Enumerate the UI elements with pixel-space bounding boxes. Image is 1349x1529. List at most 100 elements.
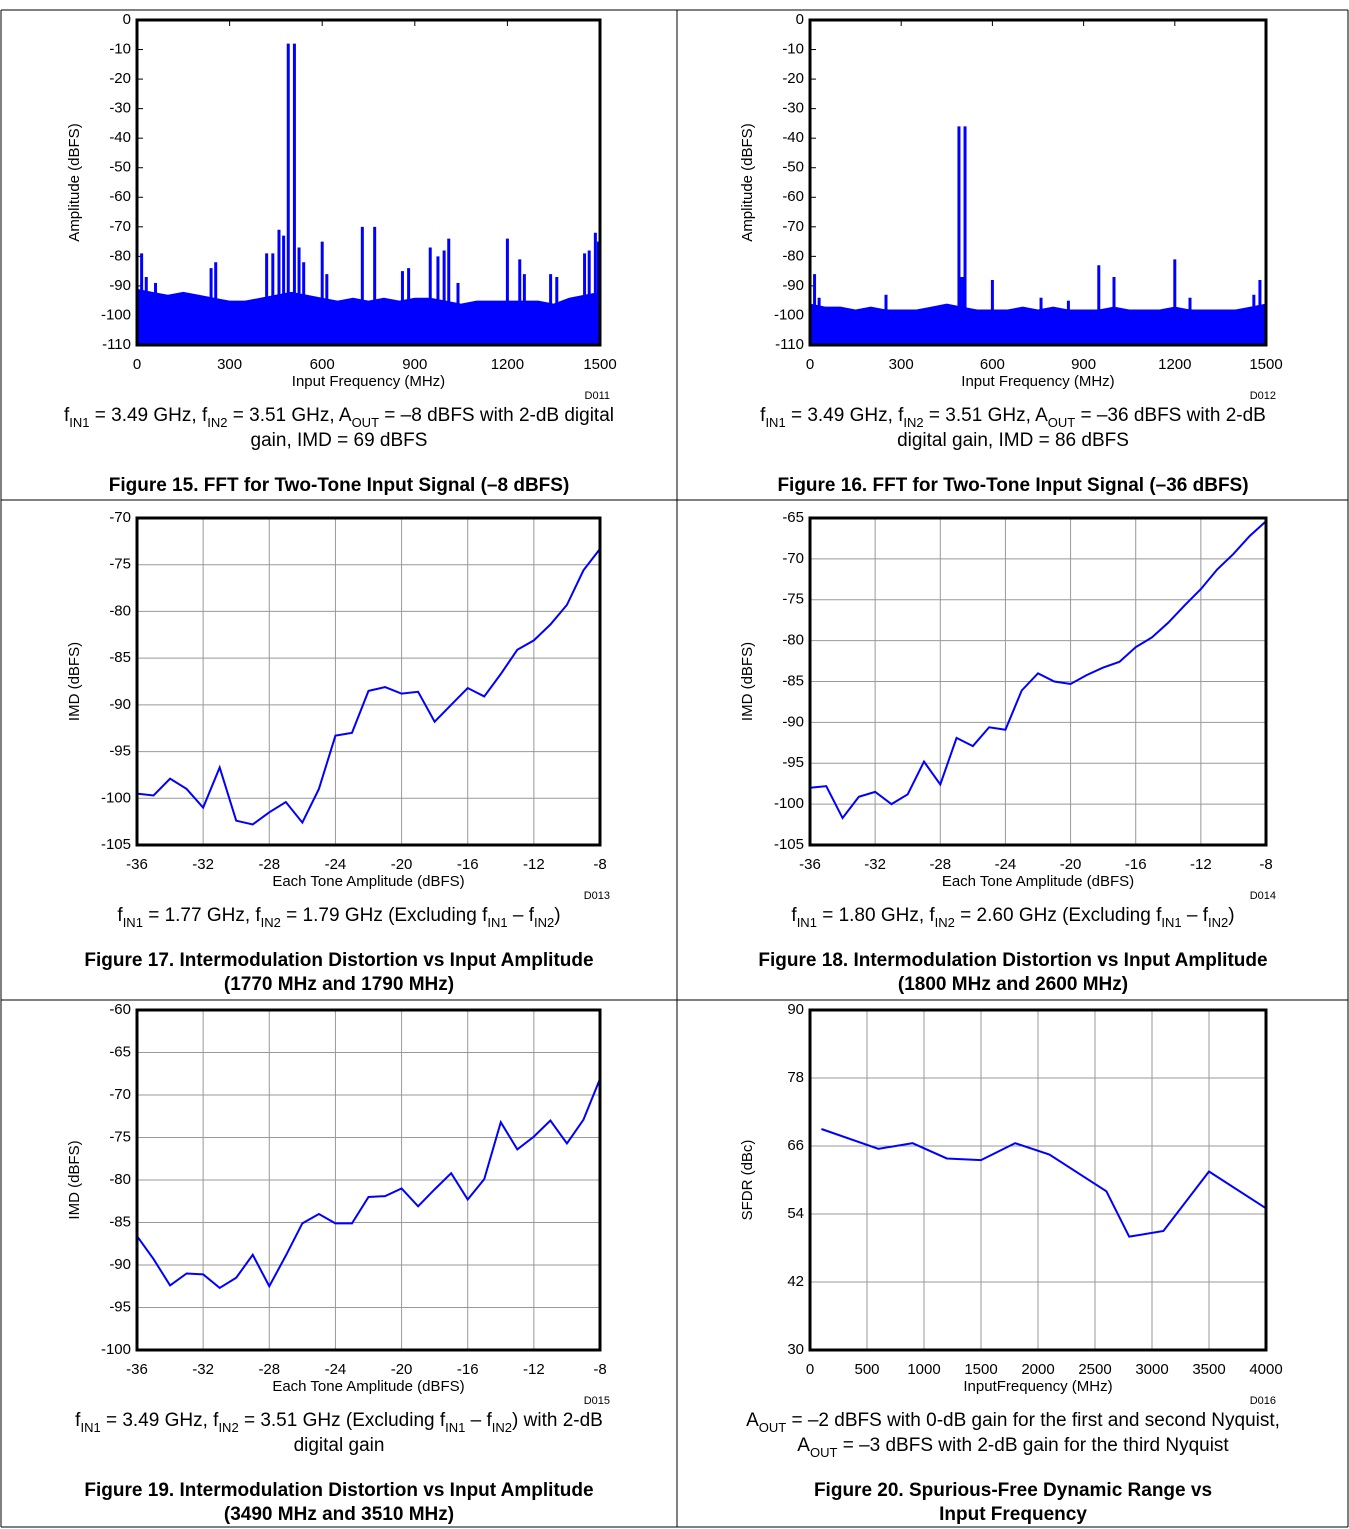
caption-text: = 3.49 GHz, f: [101, 1410, 219, 1431]
caption-subscript: IN1: [445, 1420, 465, 1435]
x-tick-label: -32: [192, 1361, 214, 1378]
figure-code: D014: [1250, 890, 1276, 902]
caption-subscript: IN2: [218, 1420, 238, 1435]
caption-subscript: IN2: [261, 915, 281, 930]
x-tick-label: -20: [391, 856, 413, 873]
caption-subscript: IN1: [487, 915, 507, 930]
caption-subscript: IN2: [492, 1420, 512, 1435]
x-tick-label: 300: [217, 356, 242, 373]
caption-text: f: [760, 405, 766, 426]
caption-subscript: IN1: [80, 1420, 100, 1435]
x-tick-label: 3000: [1135, 1361, 1168, 1378]
x-tick-label: -12: [523, 1361, 545, 1378]
caption: AOUT = –3 dBFS with 2-dB gain for the th…: [797, 1435, 1229, 1460]
x-tick-label: 1500: [583, 356, 616, 373]
y-tick-label: -50: [782, 159, 804, 176]
x-tick-label: 600: [980, 356, 1005, 373]
y-tick-label: -60: [109, 188, 131, 205]
y-tick-label: -80: [109, 1171, 131, 1188]
x-tick-label: -16: [457, 1361, 479, 1378]
figure-code: D012: [1250, 390, 1276, 402]
x-tick-label: -20: [391, 1361, 413, 1378]
x-tick-label: -32: [192, 856, 214, 873]
caption-text: digital gain: [294, 1435, 385, 1456]
x-tick-label: 500: [854, 1361, 879, 1378]
x-tick-label: -36: [126, 1361, 148, 1378]
y-tick-label: -90: [782, 713, 804, 730]
y-axis-title: SFDR (dBc): [739, 1140, 756, 1221]
x-tick-label: -12: [523, 856, 545, 873]
x-tick-label: -16: [1125, 856, 1147, 873]
x-tick-label: -36: [126, 856, 148, 873]
x-tick-label: -24: [995, 856, 1017, 873]
y-tick-label: -65: [109, 1043, 131, 1060]
x-tick-label: 1500: [1249, 356, 1282, 373]
data-line: [821, 1128, 1267, 1238]
y-axis-title: IMD (dBFS): [739, 642, 756, 721]
y-tick-label: -40: [109, 129, 131, 146]
x-tick-label: -28: [929, 856, 951, 873]
y-tick-label: -110: [775, 336, 804, 353]
caption-subscript: IN1: [765, 415, 785, 430]
plot-frame: [135, 1008, 602, 1352]
figure-title: Input Frequency: [939, 1504, 1087, 1525]
y-axis-title: IMD (dBFS): [66, 1140, 83, 1219]
x-tick-label: -8: [593, 1361, 606, 1378]
x-axis-title: InputFrequency (MHz): [963, 1378, 1112, 1395]
figure-title: (1800 MHz and 2600 MHz): [898, 974, 1128, 995]
y-tick-label: -40: [782, 129, 804, 146]
noise-floor: [137, 288, 600, 345]
y-tick-label: -10: [109, 41, 131, 58]
caption-subscript: IN1: [123, 915, 143, 930]
y-tick-label: -85: [109, 1213, 131, 1230]
figure-code: D016: [1250, 1395, 1276, 1407]
x-tick-label: -8: [593, 856, 606, 873]
y-tick-label: -50: [109, 159, 131, 176]
figure-title: (1770 MHz and 1790 MHz): [224, 974, 454, 995]
x-tick-label: -20: [1060, 856, 1082, 873]
caption-text: – f: [1182, 905, 1209, 926]
y-tick-label: -90: [109, 696, 131, 713]
cell-borders: [0, 9, 1349, 1528]
caption-subscript: IN2: [1208, 915, 1228, 930]
y-tick-label: -75: [109, 1128, 131, 1145]
plot-frame: [135, 18, 602, 347]
x-axis-title: Input Frequency (MHz): [961, 373, 1114, 390]
x-tick-label: 1500: [964, 1361, 997, 1378]
x-tick-label: 1000: [907, 1361, 940, 1378]
y-tick-label: -80: [782, 632, 804, 649]
caption-text: = 3.49 GHz, f: [786, 405, 904, 426]
caption-text: f: [75, 1410, 81, 1431]
caption-subscript: IN1: [1161, 915, 1181, 930]
caption: digital gain, IMD = 86 dBFS: [897, 430, 1129, 451]
plot-frame: [808, 516, 1268, 847]
y-tick-label: -75: [782, 591, 804, 608]
caption-text: f: [117, 905, 123, 926]
y-tick-label: -90: [109, 1256, 131, 1273]
figure-code: D011: [585, 390, 610, 402]
caption-text: gain, IMD = 69 dBFS: [251, 430, 428, 451]
y-tick-label: -95: [782, 754, 804, 771]
y-tick-label: -80: [109, 602, 131, 619]
caption-text: = 1.80 GHz, f: [817, 905, 935, 926]
caption-subscript: IN2: [903, 415, 923, 430]
figure-title: Figure 18. Intermodulation Distortion vs…: [758, 950, 1267, 971]
caption: AOUT = –2 dBFS with 0-dB gain for the fi…: [746, 1410, 1280, 1435]
y-tick-label: 0: [796, 11, 804, 28]
x-tick-label: -36: [799, 856, 821, 873]
x-tick-label: 300: [889, 356, 914, 373]
plot-frame: [135, 516, 602, 847]
caption-subscript: OUT: [352, 415, 380, 430]
caption-text: f: [791, 905, 797, 926]
y-tick-label: -70: [109, 218, 131, 235]
caption-text: = 3.51 GHz, A: [227, 405, 351, 426]
y-tick-label: -60: [782, 188, 804, 205]
figure-title: Figure 17. Intermodulation Distortion vs…: [84, 950, 593, 971]
y-tick-label: 30: [787, 1341, 804, 1358]
caption-text: = 3.49 GHz, f: [89, 405, 207, 426]
x-tick-label: 4000: [1249, 1361, 1282, 1378]
caption-text: = –36 dBFS with 2-dB: [1075, 405, 1266, 426]
